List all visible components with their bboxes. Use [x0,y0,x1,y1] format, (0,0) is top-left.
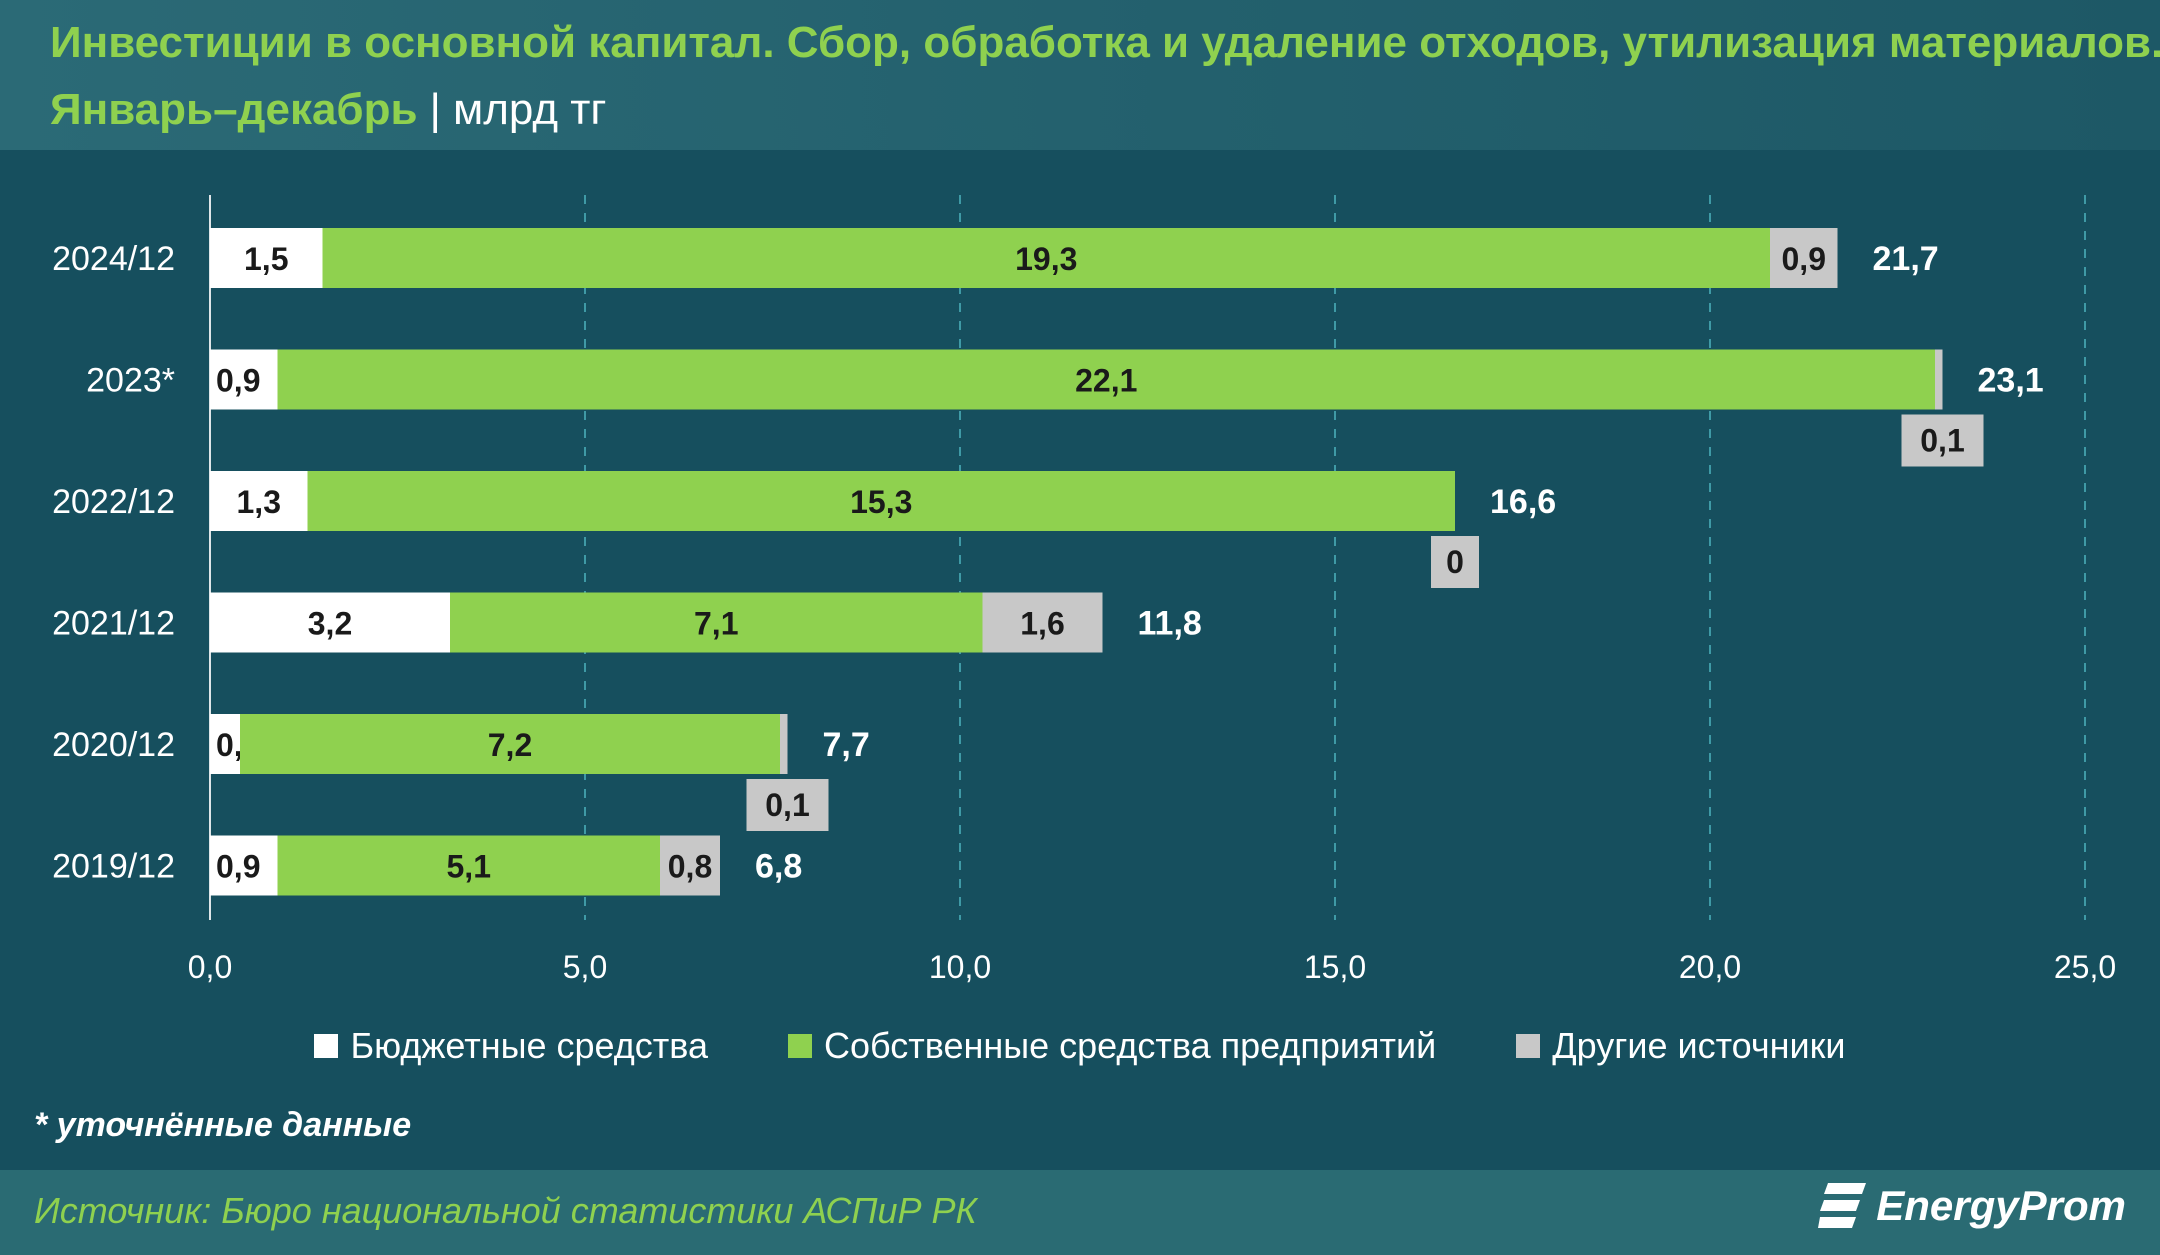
data-label-other: 0,1 [1920,423,1964,459]
bar-segment-other [780,714,788,774]
legend-swatch-own [788,1034,812,1058]
data-label-own: 5,1 [447,849,491,885]
bar-segment-other [982,592,1103,653]
bar-segment-own [322,228,1770,288]
legend-swatch-other [1516,1034,1541,1058]
chart-title: Инвестиции в основной капитал. Сбор, обр… [50,18,2160,67]
source-note: Источник: Бюро национальной статистики А… [34,1190,977,1231]
bar-segment-budget [210,228,323,288]
bar-segment-budget [210,835,278,896]
legend-item-budget: Бюджетные средства [314,1025,708,1067]
x-tick-label: 5,0 [563,949,607,985]
data-label-budget: 1,3 [237,484,281,520]
total-label: 11,8 [1138,605,1202,643]
data-label-other: 0,9 [1782,241,1826,277]
chart-subtitle: Январь–декабрь | млрд тг [50,85,606,135]
data-label-box-other [746,779,829,831]
data-label-other: 1,6 [1020,606,1064,642]
brand-logo: EnergyProm [1818,1182,2126,1230]
total-label: 21,7 [1873,240,1939,278]
data-label-own: 7,1 [694,606,738,642]
bar-segment-budget [210,714,240,774]
bar-segment-other [1935,349,1943,410]
bar-segment-budget [210,349,278,410]
chart-header: Инвестиции в основной капитал. Сбор, обр… [0,0,2160,150]
bar-segment-other [1770,228,1838,288]
x-tick-label: 25,0 [2054,949,2116,985]
bar-segment-own [240,714,780,774]
data-label-other: 0,8 [668,849,712,885]
x-tick-label: 15,0 [1304,949,1366,985]
data-label-other: 0,1 [765,787,809,823]
bar-segment-budget [210,592,450,653]
data-label-own: 15,3 [850,484,912,520]
data-label-other: 0 [1446,544,1464,580]
data-label-budget: 3,2 [308,606,352,642]
bar-segment-own [450,592,983,653]
data-label-own: 7,2 [488,727,532,763]
data-label-own: 22,1 [1075,363,1137,399]
bar-segment-own [307,471,1455,531]
total-label: 7,7 [823,726,870,764]
subtitle-separator: | [429,85,441,134]
bar-chart: 0,0 5,0 10,0 15,0 20,0 25,0 2024/12 1,5 19,3 0,9 2… [52,195,2116,985]
bar-segment-own [277,349,1935,410]
bar-segment-budget [210,471,308,531]
energyprom-logo-icon [1818,1183,1867,1228]
total-label: 6,8 [755,848,802,886]
category-label: 2022/12 [52,483,175,521]
legend-swatch-budget [314,1034,339,1058]
footer: Источник: Бюро национальной статистики А… [0,1170,2160,1255]
period-label: Январь–декабрь [50,85,418,134]
category-label: 2024/12 [52,240,175,278]
category-label: 2023* [86,362,175,400]
total-label: 23,1 [1978,362,2044,400]
category-label: 2019/12 [52,848,175,886]
x-tick-label: 0,0 [188,949,232,985]
brand-name: EnergyProm [1876,1182,2126,1229]
legend-label-budget: Бюджетные средства [350,1025,708,1066]
data-label-budget: 1,5 [244,241,288,277]
data-label-box-other [1431,536,1479,588]
legend-item-other: Другие источники [1516,1025,1846,1067]
unit-label: млрд тг [452,85,607,134]
footnote: * уточнённые данные [34,1106,412,1144]
legend-item-own: Собственные средства предприятий [788,1025,1436,1067]
category-label: 2020/12 [52,726,175,764]
total-label: 16,6 [1490,483,1556,521]
x-tick-label: 20,0 [1679,949,1741,985]
data-label-budget: 0,9 [216,363,260,399]
legend-label-own: Собственные средства предприятий [824,1025,1437,1066]
bar-segment-own [277,835,660,896]
bar-segment-other [660,835,720,896]
legend: Бюджетные средства Собственные средства … [0,1025,2160,1067]
legend-label-other: Другие источники [1552,1025,1846,1066]
x-tick-label: 10,0 [929,949,991,985]
data-label-budget: 0,9 [216,849,260,885]
data-label-box-other [1901,414,1984,467]
category-label: 2021/12 [52,605,175,643]
data-label-own: 19,3 [1015,241,1077,277]
